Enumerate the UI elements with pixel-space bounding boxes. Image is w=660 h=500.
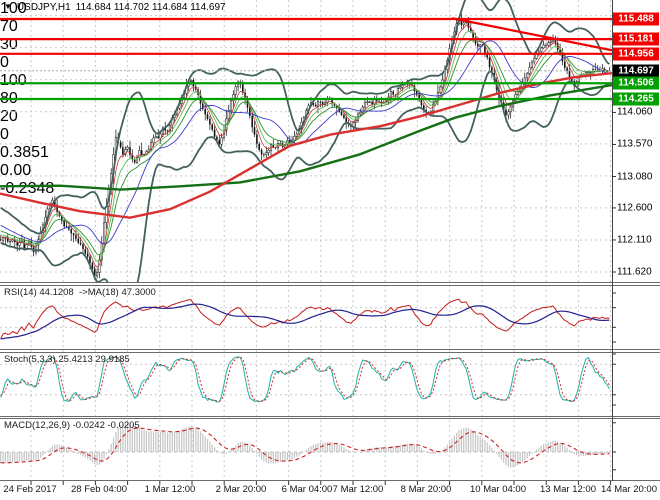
rsi-scale-label: 30 <box>0 36 18 53</box>
support-price-badge: 114.265 <box>613 92 659 106</box>
stoch-scale-label: 20 <box>0 108 18 125</box>
macd-scale-label: -0.2348 <box>0 180 55 197</box>
resistance-price-badge: 115.488 <box>613 12 659 26</box>
resistance-price-badge: 115.181 <box>613 32 659 46</box>
price-axis[interactable]: 114.060 113.570 113.080 112.600 112.110 111.6… <box>0 0 660 278</box>
time-axis-label: 6 Mar 04:00 <box>281 484 333 495</box>
chart-title: ▼ USDJPY,H1 114.684 114.702 114.684 114.… <box>4 1 226 13</box>
stoch-scale-label: 0 <box>0 126 9 143</box>
macd-scale-label: 0.00 <box>0 162 32 179</box>
rsi-label: RSI(14) 44.1208 ->MA(18) 47.3000 <box>4 287 156 298</box>
price-axis-tick: 112.600 <box>617 202 653 214</box>
chart-title-symbol: USDJPY,H1 <box>16 1 71 13</box>
stoch-label: Stoch(5,3,3) 25.4213 29.9185 <box>4 354 130 365</box>
time-axis-label: 13 Mar 12:00 <box>540 484 596 495</box>
time-axis-label: 14 Mar 20:00 <box>601 484 657 495</box>
macd-label: MACD(12,26,9) -0.0242 -0.0205 <box>4 420 140 431</box>
current-price-badge: 114.697 <box>613 64 659 78</box>
chart-title-ohlc: 114.684 114.702 114.684 114.697 <box>75 1 226 13</box>
price-axis-tick: 113.570 <box>617 138 653 150</box>
time-axis-label: 24 Feb 2017 <box>3 484 57 495</box>
time-axis-label: 1 Mar 12:00 <box>144 484 196 495</box>
price-axis-tick: 111.620 <box>617 266 652 278</box>
time-axis-label: 2 Mar 20:00 <box>215 484 267 495</box>
time-axis-label: 8 Mar 20:00 <box>400 484 452 495</box>
price-axis-tick: 112.110 <box>617 234 652 246</box>
macd-scale-label: 0.3851 <box>0 144 49 161</box>
support-price-badge: 114.506 <box>613 76 659 90</box>
rsi-scale-label: 100 <box>0 0 27 17</box>
time-axis-label: 7 Mar 12:00 <box>332 484 384 495</box>
time-axis-label: 28 Feb 04:00 <box>71 484 127 495</box>
rsi-scale-label: 0 <box>0 54 9 71</box>
price-axis-tick: 113.080 <box>617 171 653 183</box>
stoch-scale-label: 100 <box>0 72 27 89</box>
rsi-scale-label: 70 <box>0 18 18 35</box>
resistance-price-badge: 114.956 <box>613 47 659 61</box>
time-axis-label: 10 Mar 04:00 <box>470 484 526 495</box>
symbol-dropdown-icon[interactable]: ▼ <box>4 2 12 11</box>
price-axis-tick: 114.060 <box>617 106 653 118</box>
